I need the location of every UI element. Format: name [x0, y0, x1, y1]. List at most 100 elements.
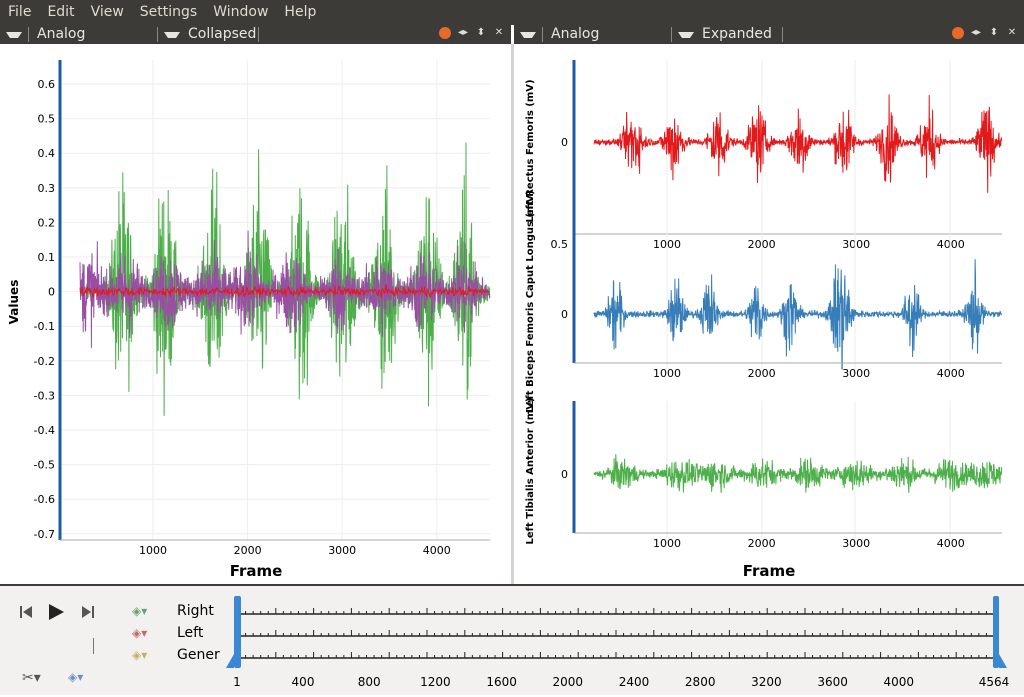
y-axis-label: Values: [7, 280, 21, 325]
menu-edit[interactable]: Edit: [47, 4, 75, 20]
splitter[interactable]: [511, 44, 514, 584]
y-tick-label: 0: [561, 136, 568, 149]
timeline-tick-label: 3600: [817, 675, 848, 689]
timeline-tick-label: 2400: [619, 675, 650, 689]
series-red-line: [79, 284, 490, 299]
layout-icon[interactable]: [439, 27, 451, 39]
left-mode-dropdown[interactable]: Collapsed: [188, 26, 257, 42]
timeline-tick-label: 1200: [420, 675, 451, 689]
left-chart-pane: 0.6 0.5 0.4 0.3 0.2 0.1 0 -0.1 -0.2 -0.3 -0.4 -0.5 -…: [0, 44, 511, 584]
y-tick-label: -0.5: [34, 459, 55, 472]
tools-icon[interactable]: ✂▾: [22, 670, 41, 686]
expanded-chart[interactable]: 0 1000 2000 3000 4000 Left Rectus Femoris (mV…: [514, 44, 1024, 584]
timeline-start-handle[interactable]: [234, 596, 241, 668]
skip-forward-icon[interactable]: [82, 606, 94, 618]
emg-signal-line: [593, 259, 1003, 370]
y-axis-label: Left Tibialis Anterior (mV): [525, 397, 536, 544]
y-axis-label: Left Biceps Femoris Caput Longus (mV): [525, 190, 536, 412]
y-tick-label: -0.1: [34, 320, 55, 333]
timeline-tick-label: 2000: [553, 675, 584, 689]
skip-back-icon[interactable]: [20, 606, 32, 618]
menu-help[interactable]: Help: [284, 4, 317, 20]
right-chart-pane: 0 1000 2000 3000 4000 Left Rectus Femoris (mV…: [514, 44, 1024, 584]
menu-window[interactable]: Window: [213, 4, 269, 20]
x-tick-label: 1000: [653, 367, 681, 380]
right-tag-icon[interactable]: ◈▾: [132, 604, 148, 618]
right-mode-dropdown[interactable]: Expanded: [702, 26, 772, 42]
y-tick-label: 0: [561, 308, 568, 321]
y-tick-label: 0.5: [38, 113, 56, 126]
timeline-end-handle[interactable]: [993, 596, 999, 668]
menu-file[interactable]: File: [8, 4, 32, 20]
x-axis-label: Frame: [230, 562, 283, 580]
timeline-tick-label: 4000: [884, 675, 915, 689]
expanded-subplot[interactable]: 0 1000 2000 3000 4000 Left Tibialis Anterior …: [525, 397, 1003, 550]
x-tick-label: 4000: [423, 544, 451, 557]
track-label-right: Right: [177, 603, 214, 619]
y-tick-label: 0: [48, 286, 55, 299]
split-vertical-icon[interactable]: ⬍: [989, 27, 999, 38]
y-tick-label: -0.4: [34, 424, 55, 437]
playback-controls: [20, 604, 94, 620]
y-tick-label: 0.1: [38, 251, 56, 264]
close-icon[interactable]: ✕: [494, 27, 504, 38]
left-tag-icon[interactable]: ◈▾: [132, 626, 148, 640]
x-tick-label: 4000: [937, 537, 965, 550]
timeline-panel: ✂▾ ◈▾ ◈▾ ◈▾ ◈▾ Right Left Gener 1 400 800 1…: [0, 584, 1024, 695]
timeline-tick-label: 3200: [751, 675, 782, 689]
menu-bar: File Edit View Settings Window Help: [0, 0, 1024, 25]
expanded-subplot[interactable]: 0.5 0 1000 2000 3000 4000 Left Biceps Femoris …: [525, 190, 1003, 413]
general-tag-icon[interactable]: ◈▾: [132, 648, 148, 662]
right-panel-header: Analog Expanded ◂▸ ⬍ ✕: [514, 25, 1024, 44]
mode-dropdown-icon[interactable]: [678, 31, 694, 38]
timeline-tick-label: 800: [358, 675, 381, 689]
y-tick-label: 0: [561, 468, 568, 481]
y-tick-label: -0.7: [34, 528, 55, 541]
split-vertical-icon[interactable]: ⬍: [476, 27, 486, 38]
emg-signal-line: [593, 454, 1003, 494]
y-tick-label: 0.4: [38, 147, 56, 160]
x-tick-label: 3000: [842, 238, 870, 251]
y-tick-label: 0.6: [38, 78, 56, 91]
timeline-tick-label: 2800: [685, 675, 716, 689]
x-tick-label: 4000: [937, 238, 965, 251]
x-tick-label: 3000: [842, 537, 870, 550]
x-tick-label: 3000: [328, 544, 356, 557]
tag-icon[interactable]: ◈▾: [68, 670, 84, 684]
track-label-general: Gener: [177, 647, 220, 663]
timeline-tick-label: 1: [233, 675, 241, 689]
y-tick-label: -0.2: [34, 355, 55, 368]
split-horizontal-icon[interactable]: ◂▸: [970, 27, 982, 38]
panel-menu-icon[interactable]: [6, 31, 22, 38]
menu-view[interactable]: View: [90, 4, 124, 20]
panel-menu-icon[interactable]: [520, 31, 536, 38]
right-type-dropdown[interactable]: Analog: [551, 26, 600, 42]
left-type-dropdown[interactable]: Analog: [37, 26, 86, 42]
menu-settings[interactable]: Settings: [139, 4, 198, 20]
y-axis-label: Left Rectus Femoris (mV): [525, 79, 536, 222]
timeline-divider: [93, 638, 94, 654]
x-tick-label: 2000: [748, 537, 776, 550]
x-tick-label: 4000: [937, 367, 965, 380]
x-tick-label: 1000: [139, 544, 167, 557]
x-tick-label: 2000: [748, 367, 776, 380]
x-axis-label: Frame: [743, 562, 796, 580]
y-tick-label: 0.2: [38, 216, 56, 229]
timeline-ruler[interactable]: 1 400 800 1200 1600 2000 2400 2800 3200 3600 4000 4…: [224, 594, 1024, 697]
mode-dropdown-icon[interactable]: [164, 31, 180, 38]
x-tick-label: 1000: [653, 537, 681, 550]
left-panel-header: Analog Collapsed ◂▸ ⬍ ✕: [0, 25, 511, 44]
x-tick-label: 3000: [842, 367, 870, 380]
x-tick-label: 2000: [234, 544, 262, 557]
layout-icon[interactable]: [952, 27, 964, 39]
timeline-tick-label: 1600: [486, 675, 517, 689]
y-tick-label: 0.5: [551, 238, 569, 251]
split-horizontal-icon[interactable]: ◂▸: [457, 27, 469, 38]
close-icon[interactable]: ✕: [1007, 27, 1017, 38]
track-label-left: Left: [177, 625, 204, 641]
y-tick-label: -0.3: [34, 389, 55, 402]
play-icon[interactable]: [49, 604, 64, 620]
collapsed-chart[interactable]: 0.6 0.5 0.4 0.3 0.2 0.1 0 -0.1 -0.2 -0.3 -0.4 -0.5 -…: [0, 44, 511, 584]
y-tick-label: 0.3: [38, 182, 56, 195]
